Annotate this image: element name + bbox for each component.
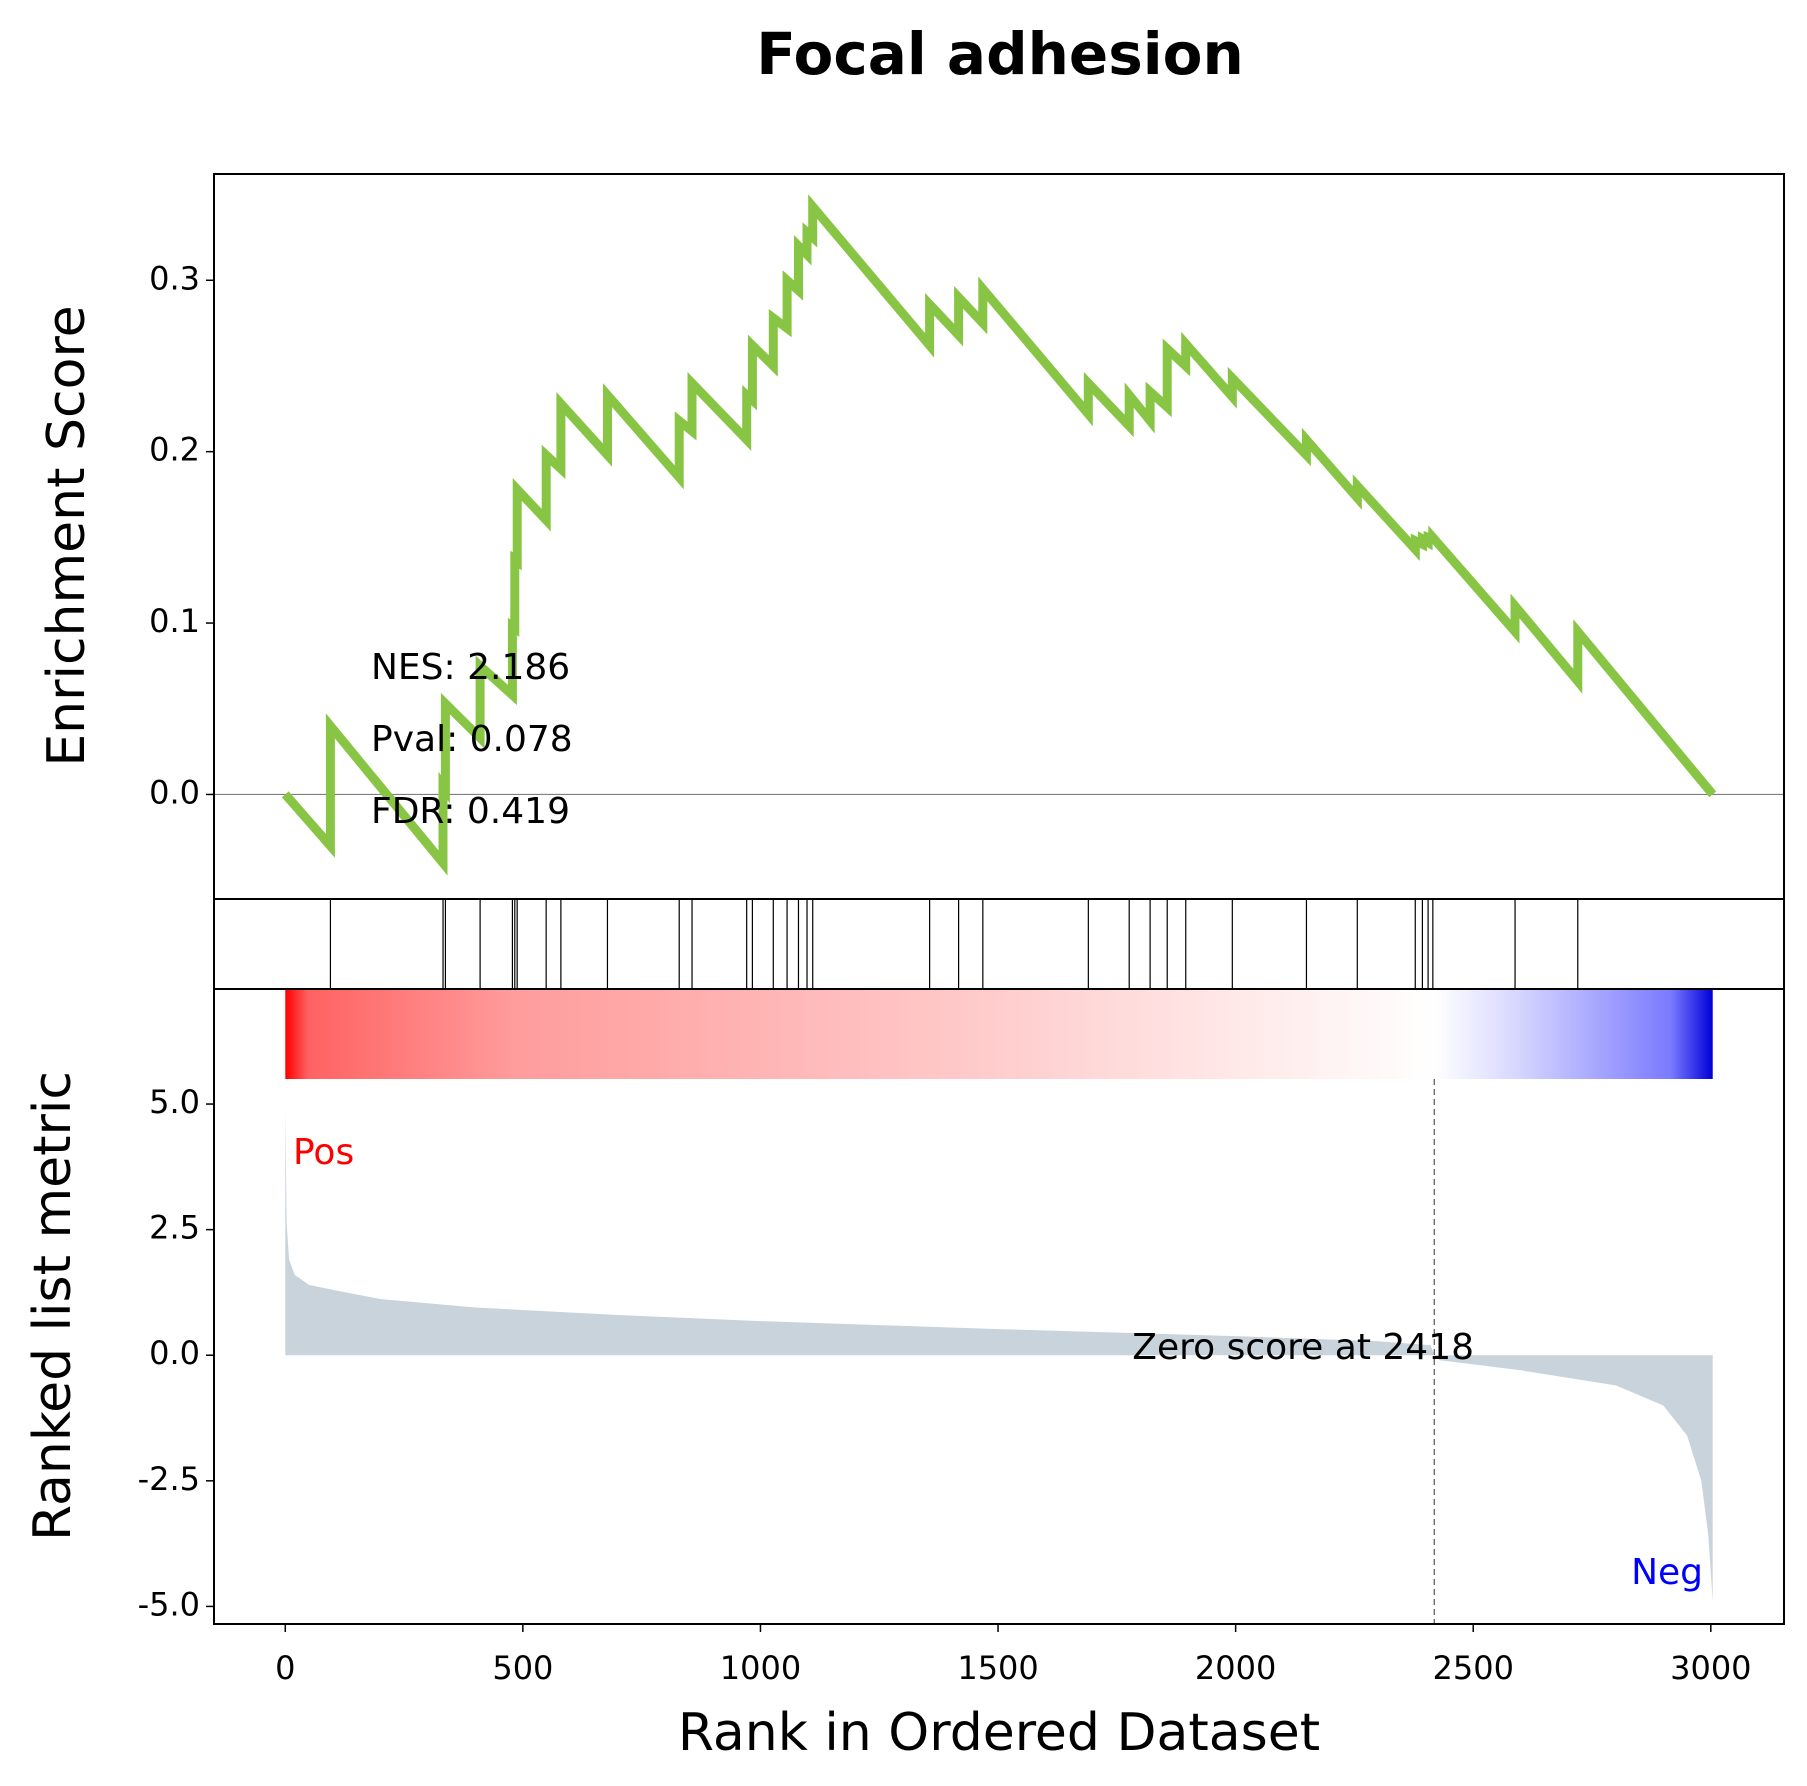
x-tick-label: 0	[275, 1649, 295, 1687]
hit-strip-frame	[213, 898, 1785, 990]
y-tick-label: 5.0	[149, 1083, 200, 1121]
y-tick-label: -2.5	[138, 1460, 200, 1498]
axes-frame	[213, 988, 1785, 1625]
y-tick-label: 2.5	[149, 1209, 200, 1247]
x-tick-label: 2000	[1195, 1649, 1276, 1687]
x-axis-label: Rank in Ordered Dataset	[678, 1703, 1320, 1763]
y-tick-label: 0.1	[149, 602, 200, 640]
x-tick-label: 500	[492, 1649, 553, 1687]
stat-annotation: NES: 2.186	[371, 647, 570, 688]
x-tick-label: 1000	[720, 1649, 801, 1687]
stat-annotation: Pval: 0.078	[371, 719, 573, 760]
y-tick-label: 0.0	[149, 773, 200, 811]
y-tick-label: 0.3	[149, 259, 200, 297]
y-axis-label: Ranked list metric	[23, 1071, 83, 1541]
x-tick-label: 1500	[957, 1649, 1038, 1687]
es-line	[281, 194, 1717, 876]
zero-annotation: Zero score at 2418	[1132, 1327, 1474, 1368]
metric-area	[285, 1109, 1713, 1602]
x-tick-label: 2500	[1433, 1649, 1514, 1687]
neg-label: Neg	[1631, 1552, 1703, 1593]
y-axis-label: Enrichment Score	[37, 305, 97, 766]
y-tick-label: 0.0	[149, 1334, 200, 1372]
chart-title: Focal adhesion	[756, 20, 1244, 88]
y-tick-label: -5.0	[138, 1585, 200, 1623]
x-tick-label: 3000	[1670, 1649, 1751, 1687]
rank-heatmap	[285, 989, 1713, 1079]
stat-annotation: FDR: 0.419	[371, 791, 570, 832]
pos-label: Pos	[293, 1132, 354, 1173]
y-tick-label: 0.2	[149, 431, 200, 469]
